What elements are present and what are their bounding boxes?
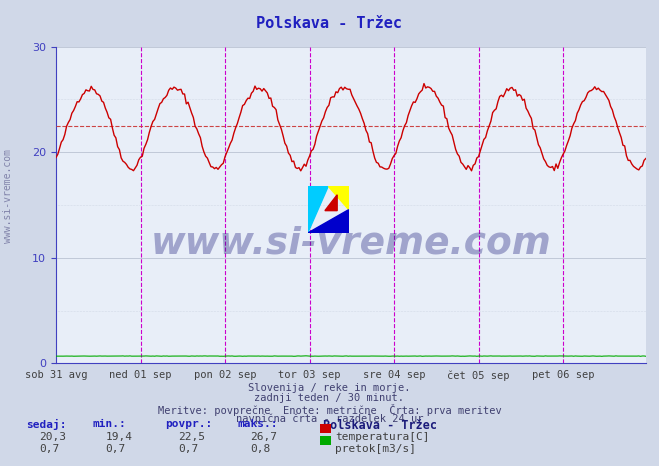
Text: Polskava - Tržec: Polskava - Tržec	[256, 16, 403, 31]
Polygon shape	[308, 210, 349, 233]
Text: čet 05 sep: čet 05 sep	[447, 370, 510, 381]
Text: 0,7: 0,7	[40, 444, 60, 453]
Text: sedaj:: sedaj:	[26, 419, 67, 431]
Polygon shape	[325, 195, 337, 211]
Text: www.si-vreme.com: www.si-vreme.com	[150, 225, 552, 261]
Text: tor 03 sep: tor 03 sep	[278, 370, 341, 380]
Text: povpr.:: povpr.:	[165, 419, 212, 429]
Text: 19,4: 19,4	[105, 432, 132, 441]
Text: ned 01 sep: ned 01 sep	[109, 370, 172, 380]
Text: sre 04 sep: sre 04 sep	[363, 370, 425, 380]
Text: pretok[m3/s]: pretok[m3/s]	[335, 444, 416, 453]
Text: 0,7: 0,7	[105, 444, 126, 453]
Text: 0,8: 0,8	[250, 444, 271, 453]
Text: Polskava - Tržec: Polskava - Tržec	[323, 419, 437, 432]
Text: 20,3: 20,3	[40, 432, 67, 441]
Text: 22,5: 22,5	[178, 432, 205, 441]
Text: min.:: min.:	[92, 419, 126, 429]
Text: pet 06 sep: pet 06 sep	[532, 370, 594, 380]
Text: www.si-vreme.com: www.si-vreme.com	[3, 149, 13, 243]
Text: maks.:: maks.:	[237, 419, 277, 429]
Text: sob 31 avg: sob 31 avg	[25, 370, 87, 380]
Text: 26,7: 26,7	[250, 432, 277, 441]
Text: Slovenija / reke in morje.: Slovenija / reke in morje.	[248, 383, 411, 393]
Text: Meritve: povprečne  Enote: metrične  Črta: prva meritev: Meritve: povprečne Enote: metrične Črta:…	[158, 404, 501, 416]
Polygon shape	[308, 186, 328, 233]
Text: zadnji teden / 30 minut.: zadnji teden / 30 minut.	[254, 393, 405, 403]
Polygon shape	[328, 186, 349, 210]
Text: 0,7: 0,7	[178, 444, 198, 453]
Text: navpična črta - razdelek 24 ur: navpična črta - razdelek 24 ur	[236, 414, 423, 425]
Text: temperatura[C]: temperatura[C]	[335, 432, 429, 441]
Text: pon 02 sep: pon 02 sep	[194, 370, 256, 380]
